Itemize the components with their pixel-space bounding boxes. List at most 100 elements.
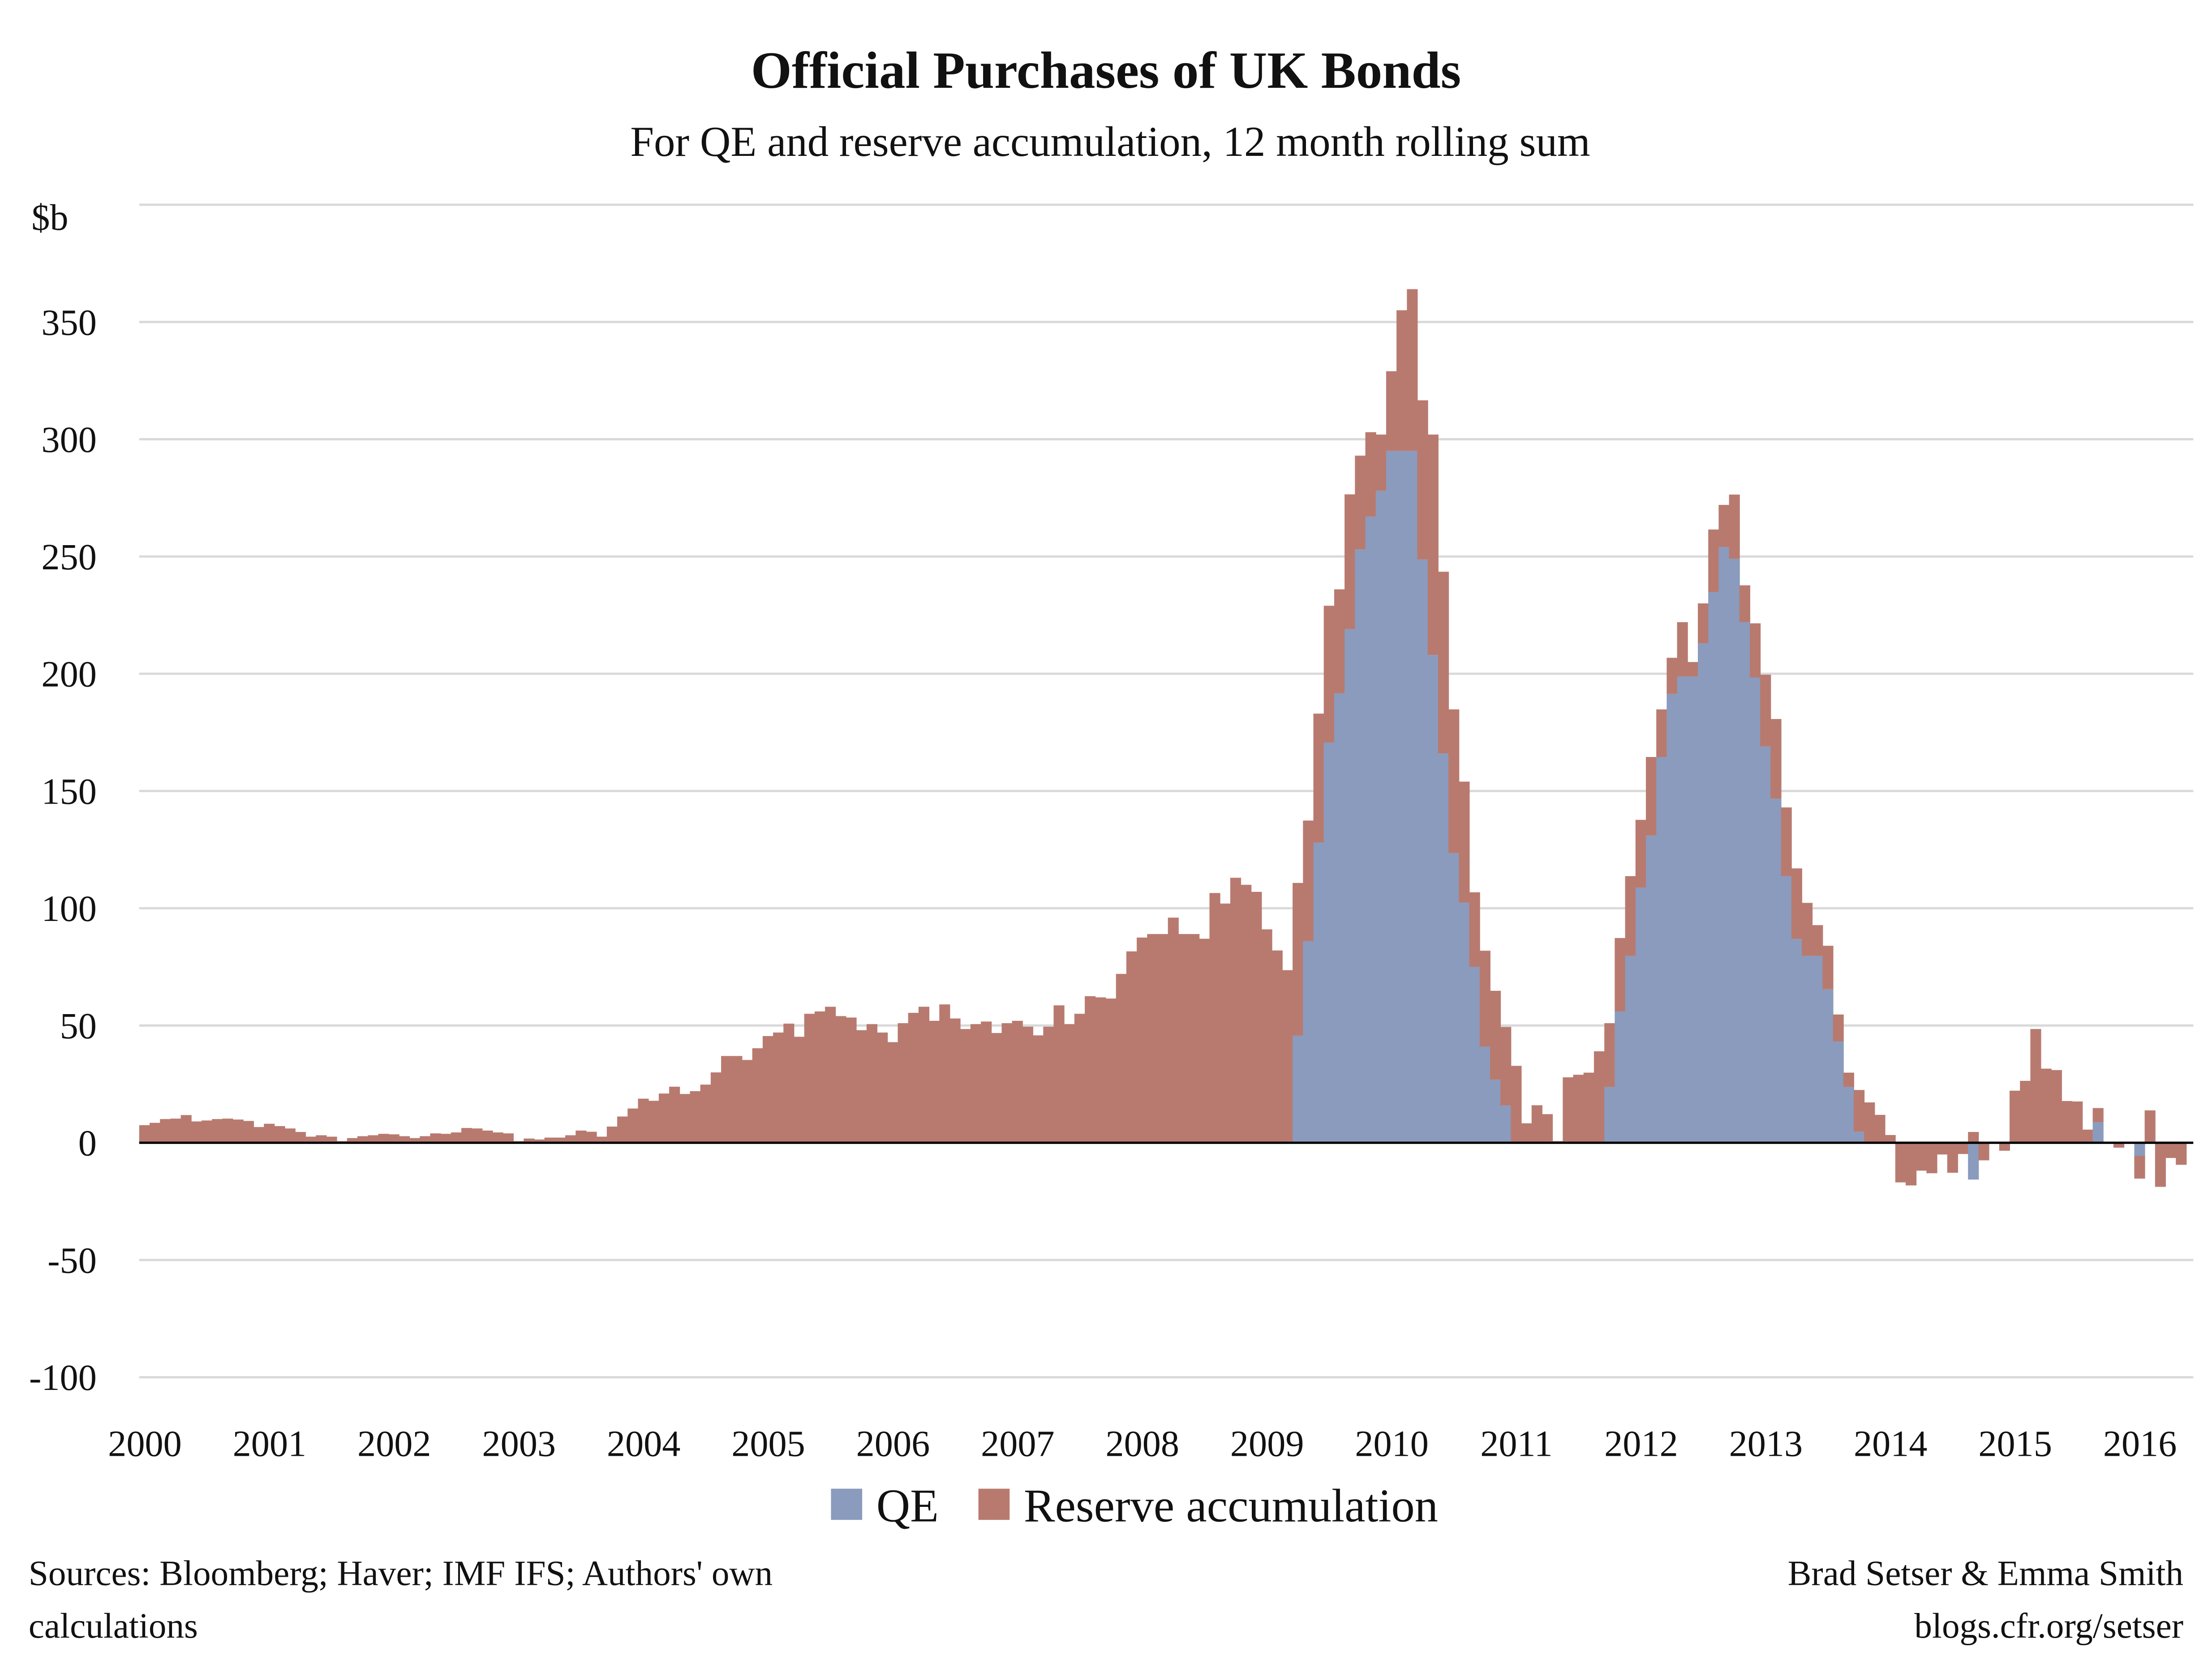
bar-reserve-2004-06 bbox=[690, 1091, 701, 1143]
bar-reserve-2009-08 bbox=[1334, 589, 1345, 693]
bar-qe-2015-09 bbox=[2092, 1122, 2104, 1143]
x-tick-label: 2002 bbox=[357, 1424, 431, 1464]
bar-reserve-2008-12 bbox=[1251, 891, 1262, 1143]
x-tick-label: 2001 bbox=[233, 1424, 307, 1464]
bar-reserve-2002-10 bbox=[482, 1130, 493, 1143]
bar-reserve-2013-09 bbox=[1843, 1072, 1854, 1087]
bar-reserve-2008-02 bbox=[1147, 934, 1158, 1143]
bar-reserve-2000-11 bbox=[243, 1121, 254, 1143]
y-tick-label: 300 bbox=[41, 419, 96, 460]
y-tick-label: 100 bbox=[41, 888, 96, 929]
bar-reserve-2015-05 bbox=[2051, 1070, 2062, 1143]
legend-swatch-reserve bbox=[978, 1488, 1010, 1520]
bar-reserve-2007-01 bbox=[1012, 1020, 1023, 1143]
bar-reserve-2016-01 bbox=[2134, 1156, 2145, 1179]
bar-reserve-2016-05 bbox=[2176, 1143, 2187, 1165]
bar-reserve-2007-06 bbox=[1064, 1024, 1075, 1143]
x-tick-label: 2013 bbox=[1729, 1424, 1803, 1464]
bar-reserve-2007-04 bbox=[1043, 1027, 1054, 1143]
x-tick-label: 2012 bbox=[1604, 1424, 1678, 1464]
bar-qe-2012-08 bbox=[1708, 592, 1719, 1143]
bar-reserve-2015-07 bbox=[2072, 1101, 2083, 1143]
bar-qe-2010-02 bbox=[1396, 451, 1408, 1143]
bar-reserve-2002-08 bbox=[461, 1128, 472, 1143]
bar-reserve-2008-03 bbox=[1157, 934, 1168, 1143]
bar-reserve-2003-07 bbox=[576, 1130, 587, 1143]
x-tick-label: 2008 bbox=[1106, 1424, 1180, 1464]
bar-qe-2010-12 bbox=[1500, 1105, 1512, 1143]
bar-reserve-2006-04 bbox=[918, 1007, 930, 1143]
bar-reserve-2002-06 bbox=[440, 1134, 451, 1143]
bar-qe-2010-11 bbox=[1490, 1080, 1501, 1143]
y-tick-label: -100 bbox=[29, 1357, 97, 1398]
bar-qe-2012-12 bbox=[1749, 677, 1761, 1143]
bar-qe-2011-10 bbox=[1604, 1087, 1615, 1143]
bar-reserve-2002-01 bbox=[388, 1134, 399, 1143]
y-axis-unit-label: $b bbox=[31, 197, 68, 238]
bar-reserve-2014-04 bbox=[1916, 1143, 1927, 1171]
bar-reserve-2006-11 bbox=[991, 1033, 1002, 1143]
bar-reserve-2010-02 bbox=[1396, 310, 1408, 451]
bar-qe-2012-04 bbox=[1667, 694, 1678, 1143]
bar-reserve-2009-01 bbox=[1261, 929, 1272, 1143]
chart-title: Official Purchases of UK Bonds bbox=[751, 42, 1461, 99]
bar-reserve-2004-05 bbox=[679, 1094, 691, 1143]
bar-reserve-2012-08 bbox=[1708, 529, 1719, 592]
bar-reserve-2014-06 bbox=[1937, 1143, 1948, 1155]
y-axis-ticks: -100 -50 0 50 100 150 200 250 300 350 bbox=[29, 302, 97, 1398]
y-tick-label: 150 bbox=[41, 771, 96, 812]
bar-reserve-2011-09 bbox=[1593, 1051, 1605, 1143]
bar-reserve-2011-03 bbox=[1531, 1105, 1542, 1143]
bar-reserve-2010-06 bbox=[1438, 572, 1449, 754]
bar-qe-2012-10 bbox=[1729, 559, 1740, 1143]
bar-reserve-2014-03 bbox=[1906, 1143, 1917, 1186]
bar-reserve-2014-10 bbox=[1978, 1143, 1989, 1161]
bar-reserve-2008-10 bbox=[1230, 877, 1241, 1143]
bar-reserve-2002-04 bbox=[420, 1136, 431, 1143]
bar-reserve-2006-03 bbox=[908, 1013, 919, 1143]
bar-reserve-2002-12 bbox=[503, 1133, 514, 1143]
bar-reserve-2007-03 bbox=[1033, 1035, 1044, 1143]
x-tick-label: 2000 bbox=[108, 1424, 182, 1464]
bar-reserve-2009-06 bbox=[1313, 714, 1324, 843]
bar-reserve-2013-06 bbox=[1812, 925, 1823, 956]
bar-reserve-2001-10 bbox=[357, 1136, 369, 1143]
bar-qe-2009-09 bbox=[1344, 629, 1356, 1143]
bar-reserve-2000-07 bbox=[202, 1120, 213, 1143]
bar-reserve-2012-04 bbox=[1667, 658, 1678, 694]
bar-reserve-2011-02 bbox=[1521, 1123, 1532, 1143]
bar-reserve-2016-03 bbox=[2155, 1143, 2166, 1187]
bar-reserve-2006-09 bbox=[970, 1024, 982, 1143]
bar-reserve-2000-08 bbox=[212, 1119, 223, 1143]
bar-reserve-2013-07 bbox=[1822, 946, 1834, 989]
bar-reserve-2010-12 bbox=[1500, 1027, 1512, 1105]
bar-reserve-2005-06 bbox=[814, 1011, 826, 1143]
bar-qe-2010-08 bbox=[1459, 903, 1470, 1143]
x-tick-label: 2010 bbox=[1355, 1424, 1429, 1464]
bar-reserve-2002-05 bbox=[430, 1133, 441, 1143]
bar-qe-2012-02 bbox=[1645, 835, 1657, 1143]
bar-reserve-2011-10 bbox=[1604, 1023, 1615, 1087]
bar-qe-2010-07 bbox=[1448, 853, 1460, 1143]
website-credit: blogs.cfr.org/setser bbox=[1914, 1606, 2183, 1646]
bar-reserve-2015-11 bbox=[2113, 1143, 2125, 1148]
bar-reserve-2010-07 bbox=[1448, 709, 1460, 853]
gridlines bbox=[139, 203, 2194, 1379]
y-tick-label: -50 bbox=[47, 1240, 97, 1281]
bar-reserve-2012-11 bbox=[1739, 585, 1750, 622]
bar-reserve-2000-02 bbox=[150, 1123, 161, 1143]
bar-reserve-2011-04 bbox=[1542, 1114, 1553, 1143]
bar-reserve-2016-04 bbox=[2165, 1143, 2177, 1158]
bar-reserve-2003-04 bbox=[544, 1137, 555, 1143]
bar-reserve-2008-07 bbox=[1199, 938, 1210, 1143]
bar-reserve-2000-06 bbox=[191, 1121, 202, 1143]
bar-reserve-2009-04 bbox=[1293, 883, 1304, 1036]
bar-reserve-2013-03 bbox=[1781, 807, 1792, 876]
bar-qe-2009-11 bbox=[1365, 516, 1376, 1143]
bar-reserve-2010-08 bbox=[1459, 781, 1470, 903]
bar-qe-2013-04 bbox=[1791, 939, 1802, 1143]
bar-reserve-2005-05 bbox=[804, 1014, 815, 1143]
bar-reserve-2004-07 bbox=[700, 1084, 711, 1143]
legend: QE Reserve accumulation bbox=[831, 1480, 1438, 1531]
bar-reserve-2015-03 bbox=[2030, 1029, 2041, 1143]
